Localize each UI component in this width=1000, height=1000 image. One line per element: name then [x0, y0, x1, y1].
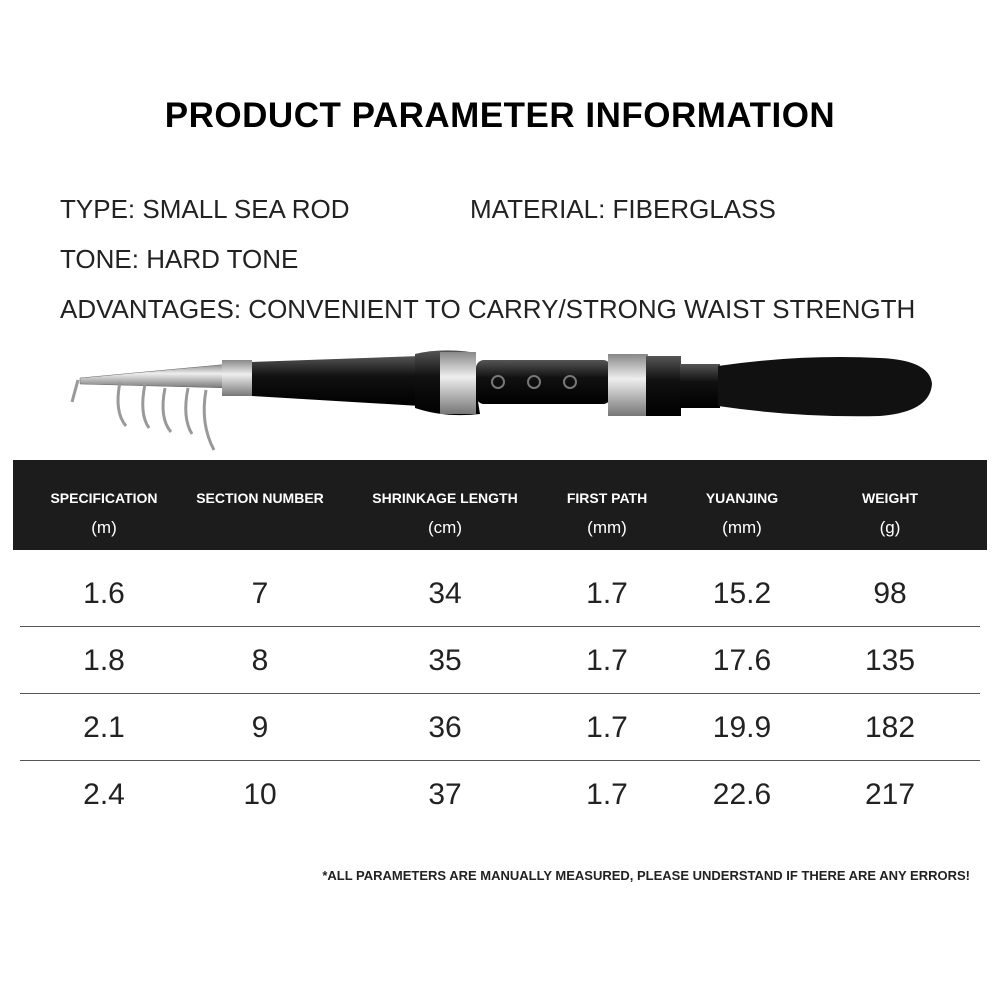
table-cell: 34: [428, 577, 462, 610]
footnote: *ALL PARAMETERS ARE MANUALLY MEASURED, P…: [322, 868, 970, 883]
row-separator: [20, 626, 980, 627]
column-header: FIRST PATH: [566, 490, 648, 506]
table-header: SPECIFICATION (m) SECTION NUMBER SHRINKAGE …: [13, 460, 987, 550]
table-cell: 2.1: [83, 711, 125, 744]
table-cell: 182: [864, 711, 916, 744]
table-cell: 15.2: [712, 577, 772, 610]
table-cell: 36: [428, 711, 462, 744]
column-unit: (mm): [587, 518, 627, 537]
table-cell: 1.6: [83, 577, 125, 610]
table-cell: 8: [251, 644, 269, 677]
table-cell: 2.4: [83, 778, 125, 811]
spec-material: MATERIAL: FIBERGLASS: [470, 194, 776, 224]
column-header: SECTION NUMBER: [196, 490, 324, 506]
table-cell: 37: [428, 778, 462, 811]
table-cell: 9: [251, 711, 269, 744]
table-cell: 17.6: [712, 644, 772, 677]
spec-advantages: ADVANTAGES: CONVENIENT TO CARRY/STRONG W…: [60, 294, 916, 324]
table-cell: 1.7: [586, 711, 628, 744]
spec-tone: TONE: HARD TONE: [60, 244, 299, 274]
column-unit: (mm): [722, 518, 762, 537]
table-cell: 135: [864, 644, 916, 677]
column-unit: (g): [879, 518, 901, 537]
title: PRODUCT PARAMETER INFORMATION: [164, 96, 836, 135]
row-separator: [20, 760, 980, 761]
column-unit: (cm): [428, 518, 462, 537]
table-cell: 19.9: [712, 711, 772, 744]
table-cell: 1.7: [586, 577, 628, 610]
column-header: SPECIFICATION: [50, 490, 158, 506]
table-cell: 10: [243, 778, 277, 811]
table-cell: 217: [864, 778, 916, 811]
table-cell: 98: [873, 577, 907, 610]
table-cell: 1.7: [586, 778, 628, 811]
table-cell: 1.8: [83, 644, 125, 677]
table-cell: 7: [251, 577, 269, 610]
column-header: SHRINKAGE LENGTH: [372, 490, 518, 506]
table-cell: 1.7: [586, 644, 628, 677]
rod-image: [70, 350, 932, 451]
row-separator: [20, 693, 980, 694]
table-cell: 35: [428, 644, 462, 677]
spec-type: TYPE: SMALL SEA ROD: [60, 194, 350, 224]
column-header: YUANJING: [705, 490, 779, 506]
column-header: WEIGHT: [862, 490, 918, 506]
table-cell: 22.6: [712, 778, 772, 811]
column-unit: (m): [91, 518, 117, 537]
